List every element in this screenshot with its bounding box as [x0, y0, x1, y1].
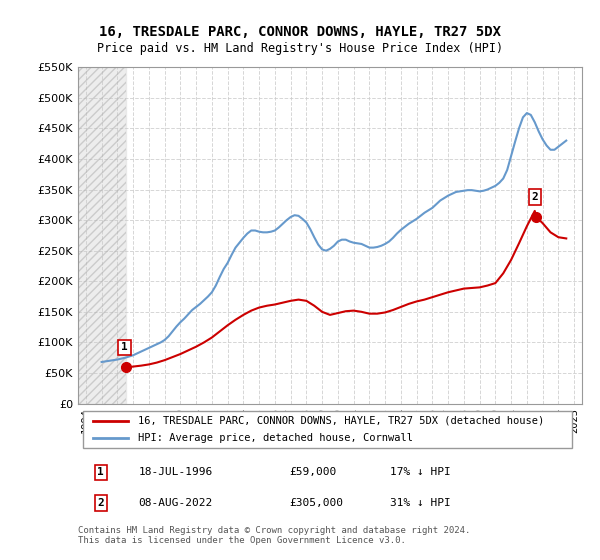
Text: 08-AUG-2022: 08-AUG-2022: [139, 498, 213, 508]
Text: 16, TRESDALE PARC, CONNOR DOWNS, HAYLE, TR27 5DX (detached house): 16, TRESDALE PARC, CONNOR DOWNS, HAYLE, …: [139, 416, 545, 426]
Text: 18-JUL-1996: 18-JUL-1996: [139, 468, 213, 478]
Bar: [78, 67, 126, 404]
Text: 2: 2: [532, 192, 538, 202]
Text: Price paid vs. HM Land Registry's House Price Index (HPI): Price paid vs. HM Land Registry's House …: [97, 42, 503, 55]
Text: 2: 2: [97, 498, 104, 508]
Text: £305,000: £305,000: [290, 498, 344, 508]
Bar: [78, 67, 126, 404]
FancyBboxPatch shape: [83, 412, 572, 448]
Text: 17% ↓ HPI: 17% ↓ HPI: [391, 468, 451, 478]
Text: 1: 1: [121, 342, 128, 352]
Text: HPI: Average price, detached house, Cornwall: HPI: Average price, detached house, Corn…: [139, 433, 413, 444]
Text: 31% ↓ HPI: 31% ↓ HPI: [391, 498, 451, 508]
Text: 1: 1: [97, 468, 104, 478]
Text: 16, TRESDALE PARC, CONNOR DOWNS, HAYLE, TR27 5DX: 16, TRESDALE PARC, CONNOR DOWNS, HAYLE, …: [99, 25, 501, 39]
Text: £59,000: £59,000: [290, 468, 337, 478]
Text: Contains HM Land Registry data © Crown copyright and database right 2024.
This d: Contains HM Land Registry data © Crown c…: [78, 526, 470, 545]
